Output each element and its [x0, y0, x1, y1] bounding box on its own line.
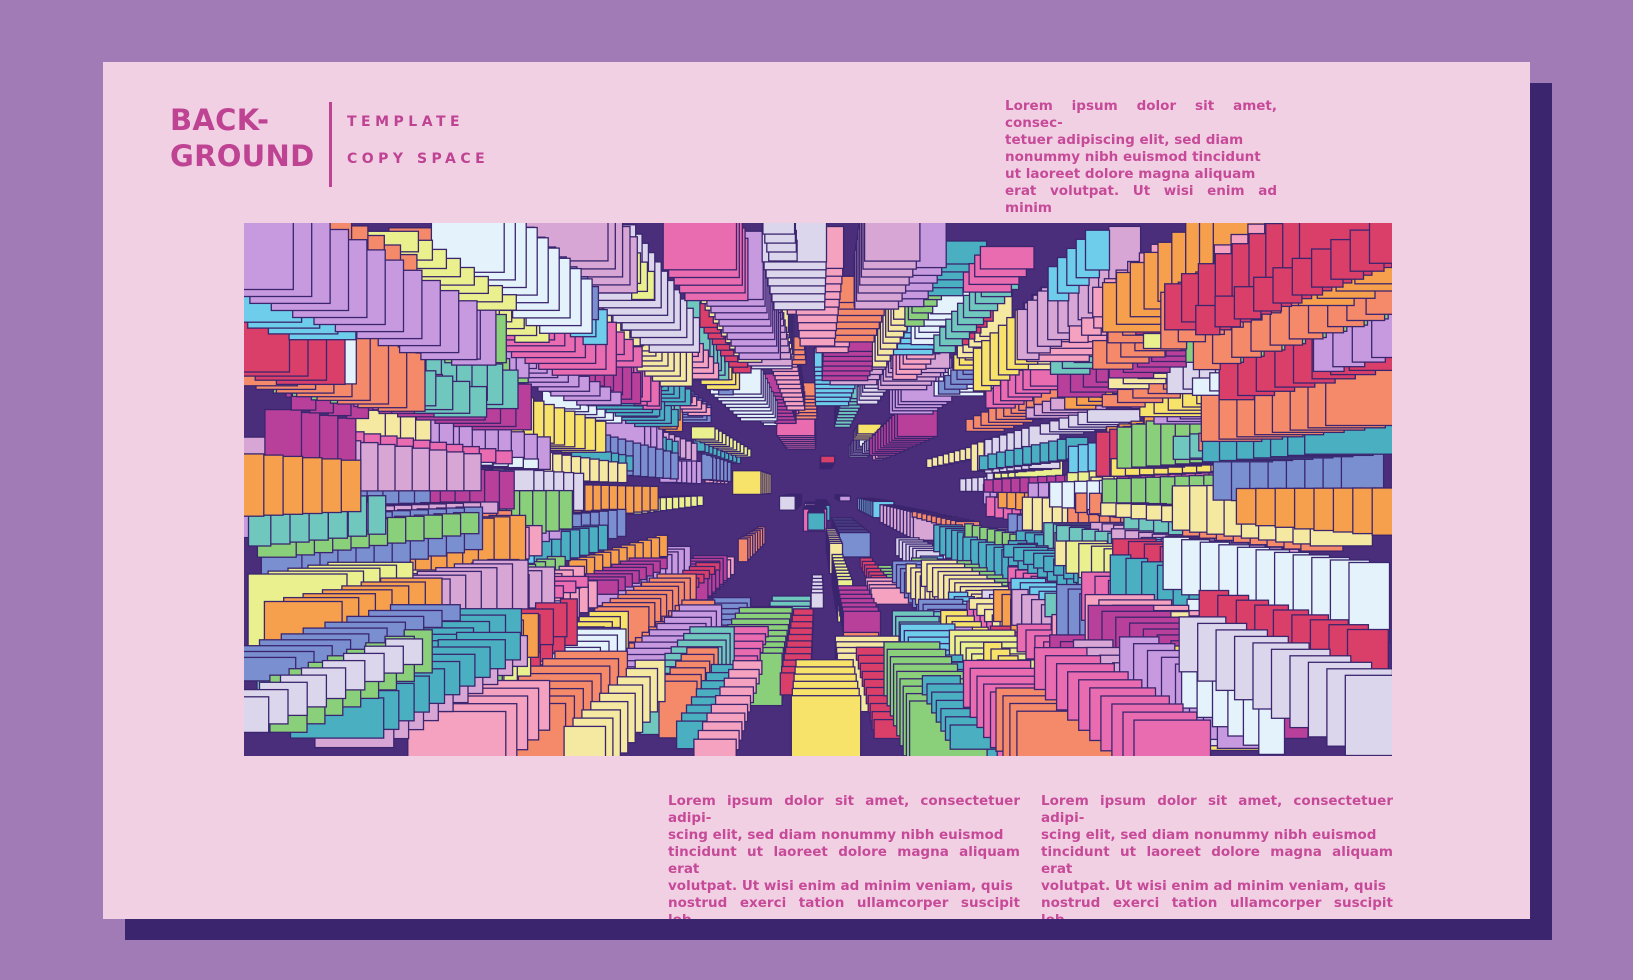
pattern-block [819, 455, 836, 470]
block-side-step [1088, 492, 1103, 515]
block-top-face [662, 222, 738, 271]
block-top-face [979, 245, 1035, 270]
block-top-face [778, 495, 796, 511]
block-top-face [1368, 222, 1393, 264]
pattern-block [243, 453, 362, 517]
title-divider [329, 102, 332, 187]
block-top-face [693, 738, 737, 757]
block-top-face [690, 426, 716, 440]
paragraph-bottom-right: Lorem ipsum dolor sit amet, consectetuer… [1041, 793, 1393, 919]
paragraph-top: Lorem ipsum dolor sit amet, consec- tetu… [1005, 98, 1277, 216]
pattern-block [1039, 408, 1141, 435]
pattern-block [731, 470, 772, 496]
pattern-artwork [243, 222, 1393, 757]
block-top-face [810, 592, 825, 609]
block-top-face [1344, 674, 1393, 757]
block-top-face [731, 470, 762, 496]
poster-card: BACK- GROUND TEMPLATE COPY SPACE Lorem i… [103, 62, 1530, 919]
block-top-face [1133, 719, 1212, 757]
block-top-face [807, 512, 826, 531]
pattern-block [831, 517, 872, 558]
pattern-block [985, 360, 1069, 409]
block-top-face [820, 455, 836, 464]
block-top-face [838, 495, 852, 502]
pattern-block [810, 574, 825, 609]
block-top-face [838, 531, 872, 558]
pattern-block [834, 494, 852, 502]
pattern-block [737, 526, 766, 563]
pattern-block [807, 507, 826, 531]
pattern-block [790, 659, 862, 757]
tagline-template: TEMPLATE [347, 114, 465, 130]
block-side-step [367, 495, 387, 535]
block-top-face [243, 696, 270, 734]
block-top-face [243, 453, 265, 517]
block-side-step [1074, 492, 1088, 514]
pattern-block [690, 426, 752, 458]
block-top-face [1084, 229, 1111, 271]
pattern-block [868, 409, 939, 456]
pattern-block [778, 493, 803, 511]
block-top-face [243, 222, 294, 291]
block-top-face [762, 222, 796, 235]
block-top-face [1086, 408, 1141, 423]
block-top-face [700, 453, 714, 481]
block-top-face [790, 695, 862, 757]
block-top-face [563, 725, 607, 757]
block-top-face [863, 222, 921, 262]
title-line-2: GROUND [170, 139, 315, 173]
block-top-face [1371, 487, 1393, 536]
paragraph-bottom-left: Lorem ipsum dolor sit amet, consectetuer… [668, 793, 1020, 919]
title-line-1: BACK- [170, 103, 270, 137]
pattern-block [700, 453, 732, 483]
tagline-copy-space: COPY SPACE [347, 151, 490, 167]
title: BACK- GROUND [170, 102, 314, 174]
block-top-face [737, 538, 749, 563]
block-pattern-svg [243, 222, 1393, 757]
block-side-step [522, 458, 540, 470]
